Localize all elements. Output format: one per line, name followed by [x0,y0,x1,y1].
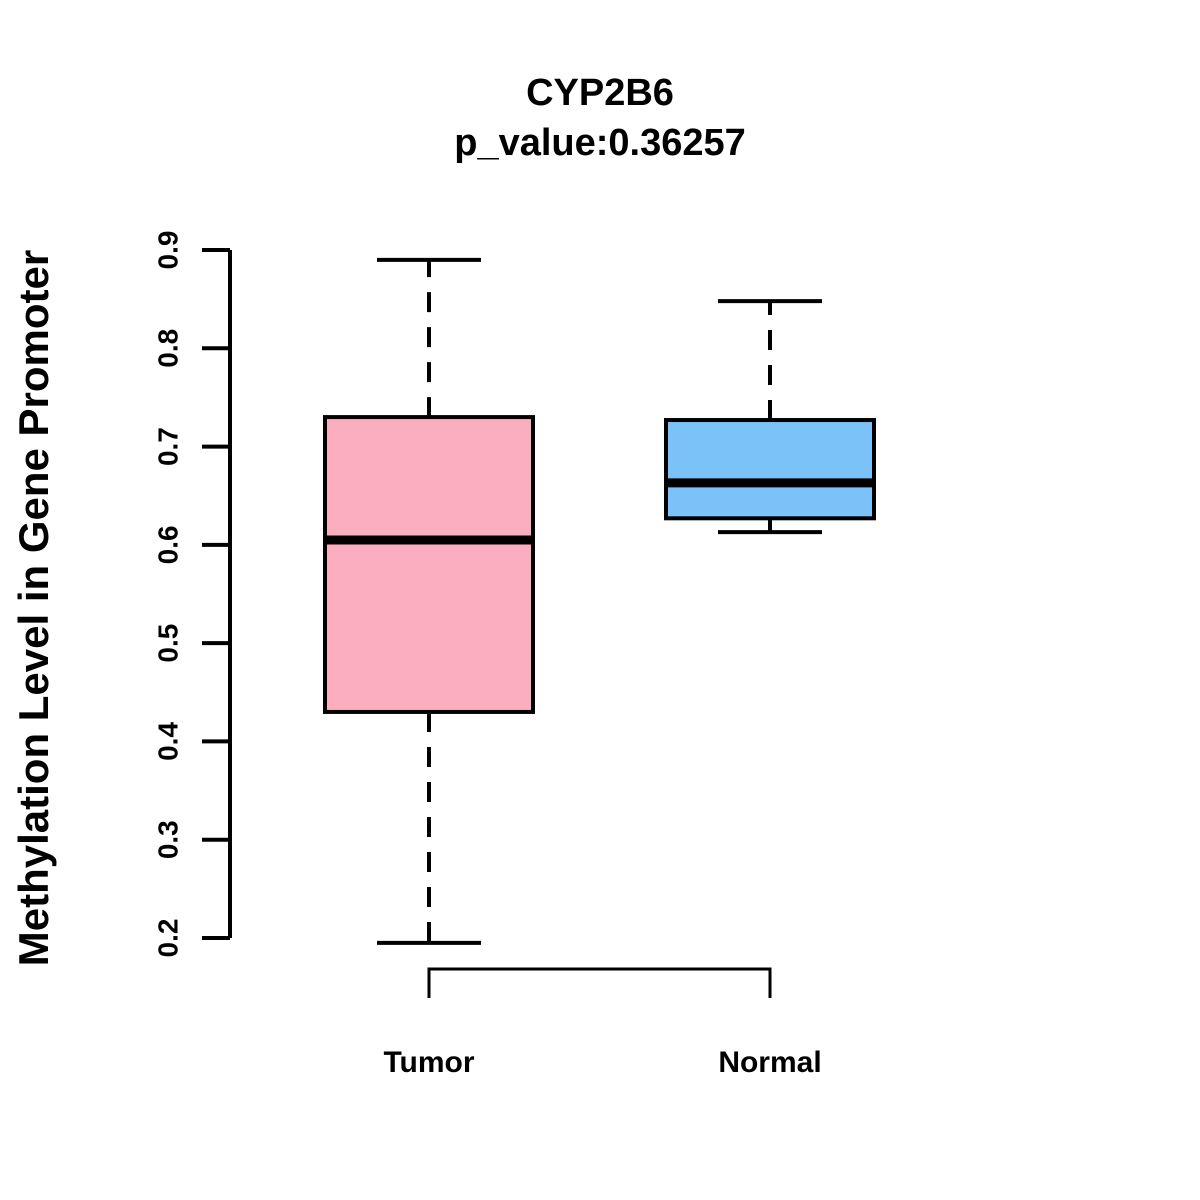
y-tick-label: 0.4 [153,722,184,761]
group-label-normal: Normal [718,1046,821,1079]
x-axis-bracket [427,967,772,998]
y-tick-label: 0.8 [153,329,184,368]
y-tick-label: 0.7 [153,427,184,466]
y-tick-label: 0.3 [153,820,184,859]
chart-title: CYP2B6 [526,72,674,114]
iqr-box-tumor [323,415,535,714]
y-tick-label: 0.9 [153,231,184,270]
y-tick-label: 0.6 [153,525,184,564]
y-axis-label: Methylation Level in Gene Promoter [10,249,57,967]
y-tick-label: 0.5 [153,624,184,663]
group-label-tumor: Tumor [383,1046,474,1079]
iqr-box-normal [664,418,876,521]
y-tick-label: 0.2 [153,919,184,958]
chart-subtitle: p_value:0.36257 [454,122,746,164]
